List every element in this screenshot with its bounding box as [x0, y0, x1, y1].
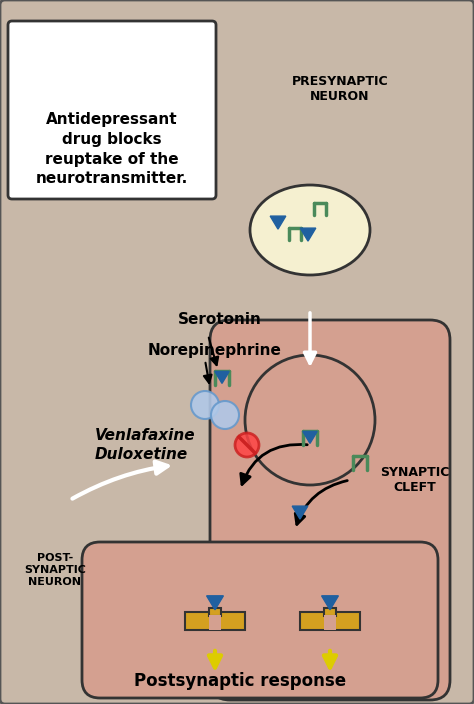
Text: Postsynaptic response: Postsynaptic response [134, 672, 346, 690]
Circle shape [211, 401, 239, 429]
Polygon shape [303, 432, 317, 444]
Text: Norepinephrine: Norepinephrine [148, 343, 282, 358]
Polygon shape [321, 596, 338, 610]
Text: SYNAPTIC
CLEFT: SYNAPTIC CLEFT [380, 466, 450, 494]
Polygon shape [300, 228, 316, 241]
Text: Venlafaxine
Duloxetine: Venlafaxine Duloxetine [95, 428, 196, 462]
Circle shape [191, 391, 219, 419]
Polygon shape [292, 506, 308, 519]
Polygon shape [270, 216, 286, 229]
Ellipse shape [250, 185, 370, 275]
Bar [300, 612, 360, 630]
Circle shape [245, 355, 375, 485]
Bar [324, 615, 336, 630]
Bar [324, 608, 336, 615]
Text: Serotonin: Serotonin [178, 313, 262, 327]
Bar [185, 612, 245, 630]
Text: POST-
SYNAPTIC
NEURON: POST- SYNAPTIC NEURON [24, 553, 86, 586]
Text: PRESYNAPTIC
NEURON: PRESYNAPTIC NEURON [292, 75, 388, 103]
FancyBboxPatch shape [8, 21, 216, 199]
Polygon shape [207, 596, 223, 610]
Polygon shape [215, 372, 229, 384]
Bar [209, 608, 221, 615]
Circle shape [235, 433, 259, 457]
Text: Antidepressant
drug blocks
reuptake of the
neurotransmitter.: Antidepressant drug blocks reuptake of t… [36, 112, 188, 187]
FancyBboxPatch shape [82, 542, 438, 698]
FancyBboxPatch shape [210, 320, 450, 700]
Bar [209, 615, 221, 630]
